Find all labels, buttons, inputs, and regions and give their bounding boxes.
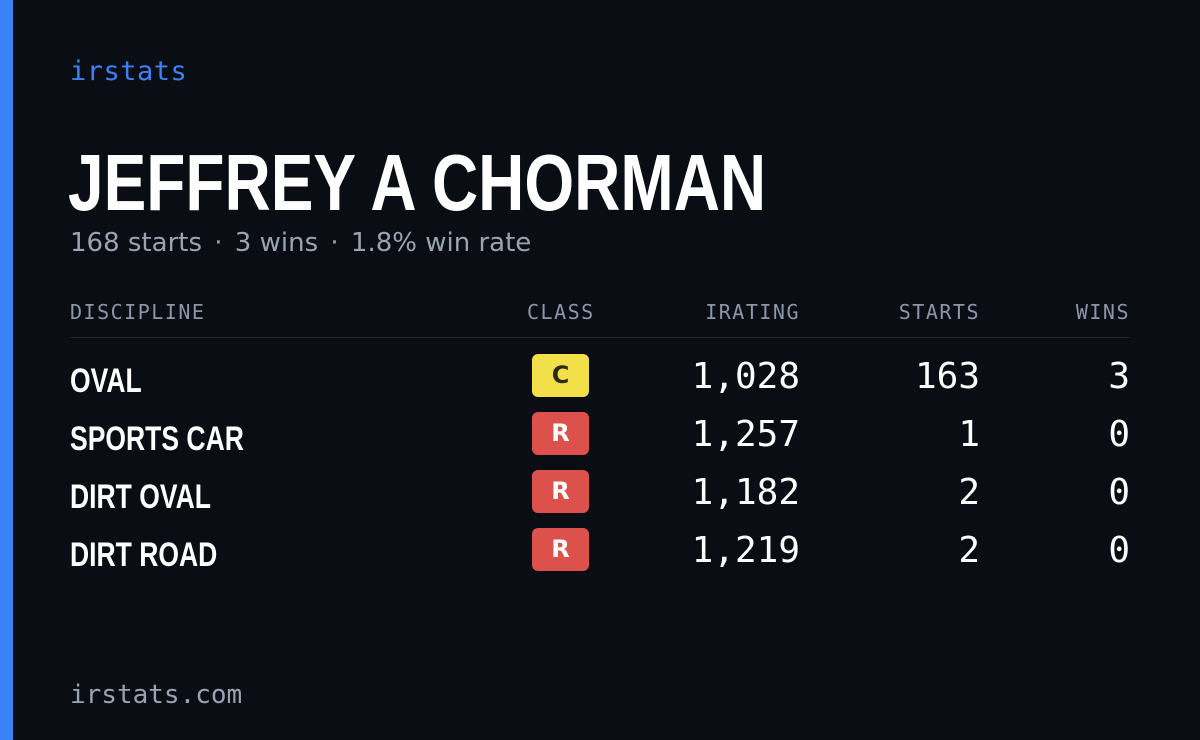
discipline-name: SPORTS CAR: [70, 420, 244, 458]
class-badge: R: [532, 412, 589, 455]
irating-value: 1,028: [691, 356, 800, 397]
summary-separator: ·: [330, 228, 339, 258]
brand-logo: irstats: [70, 56, 188, 87]
wins-value: 0: [1108, 530, 1130, 571]
table-row: DIRT ROAD R 1,219 2 0: [70, 528, 1130, 576]
column-header-starts: STARTS: [898, 300, 980, 324]
irating-value: 1,182: [691, 472, 800, 513]
table-row: SPORTS CAR R 1,257 1 0: [70, 412, 1130, 460]
starts-value: 2: [958, 472, 980, 513]
starts-value: 163: [914, 356, 980, 397]
wins-value: 0: [1108, 414, 1130, 455]
summary-separator: ·: [214, 228, 223, 258]
discipline-name: OVAL: [70, 362, 142, 400]
class-badge: R: [532, 528, 589, 571]
wins-value: 3: [1108, 356, 1130, 397]
starts-value: 1: [958, 414, 980, 455]
table-row: OVAL C 1,028 163 3: [70, 354, 1130, 402]
column-header-class: CLASS: [527, 300, 595, 324]
discipline-name: DIRT ROAD: [70, 536, 218, 574]
starts-value: 2: [958, 530, 980, 571]
summary-starts: 168 starts: [70, 228, 202, 258]
accent-bar: [0, 0, 13, 740]
table-row: DIRT OVAL R 1,182 2 0: [70, 470, 1130, 518]
table-header: DISCIPLINE CLASS IRATING STARTS WINS: [70, 300, 1130, 338]
wins-value: 0: [1108, 472, 1130, 513]
summary-wins: 3 wins: [234, 228, 319, 258]
irating-value: 1,257: [691, 414, 800, 455]
footer-url: irstats.com: [70, 680, 243, 710]
irating-value: 1,219: [691, 530, 800, 571]
discipline-name: DIRT OVAL: [70, 478, 211, 516]
column-header-irating: IRATING: [705, 300, 800, 324]
class-badge: C: [532, 354, 589, 397]
class-badge: R: [532, 470, 589, 513]
column-header-discipline: DISCIPLINE: [70, 300, 206, 324]
driver-summary: 168 starts · 3 wins · 1.8% win rate: [70, 228, 531, 258]
summary-win-rate: 1.8% win rate: [350, 228, 532, 258]
column-header-wins: WINS: [1075, 300, 1130, 324]
driver-name: JEFFREY A CHORMAN: [68, 138, 767, 227]
